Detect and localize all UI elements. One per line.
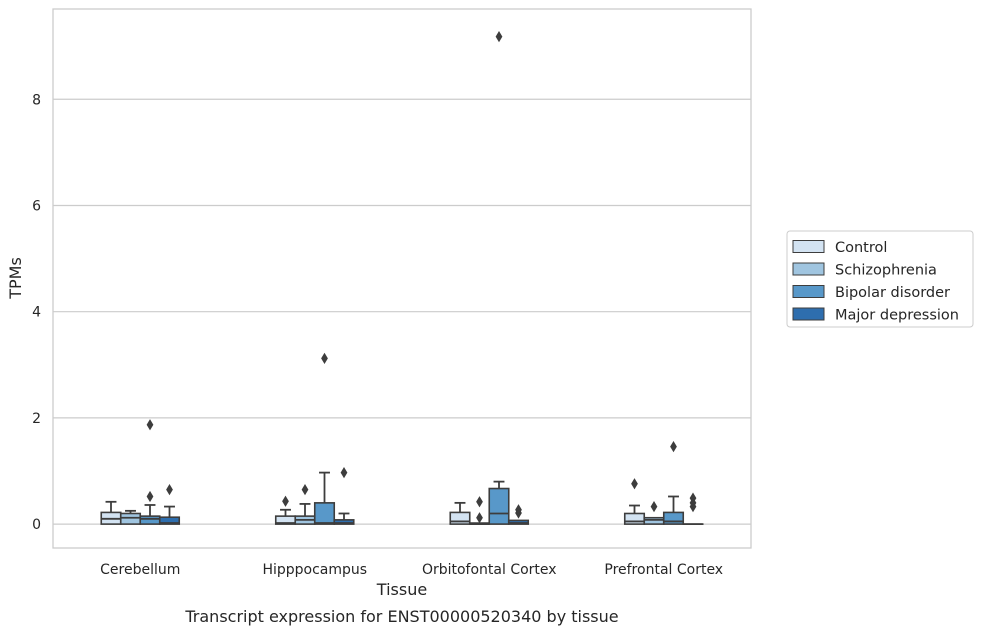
x-tick-label: Cerebellum: [100, 562, 180, 578]
box-bipolar-disorder: [488, 30, 510, 525]
legend-swatch: [792, 262, 825, 276]
outlier-point: [495, 30, 503, 43]
outlier-point: [166, 483, 173, 496]
y-tick-label: 6: [32, 198, 41, 214]
box-body: [158, 516, 181, 525]
y-tick-label: 8: [32, 92, 41, 108]
box-control: [274, 495, 297, 525]
legend-swatch: [792, 285, 825, 298]
box-body: [449, 511, 471, 525]
legend-swatch: [792, 240, 825, 253]
outlier-point: [670, 440, 677, 453]
outlier-point: [689, 497, 697, 509]
outlier-point: [631, 478, 638, 490]
box-body: [662, 511, 685, 525]
box-body: [139, 515, 161, 525]
y-tick-labels: 0 2 4 6 8: [32, 92, 41, 533]
outlier-point: [282, 495, 289, 507]
legend-label: Major depression: [835, 308, 959, 324]
x-tick-label: Prefrontal Cortex: [604, 562, 723, 578]
box-major-depression: [507, 504, 530, 525]
x-axis-title: Tissue: [376, 580, 427, 599]
box-control: [623, 478, 646, 525]
box-bipolar-disorder: [313, 352, 336, 525]
x-tick-label: Hipppocampus: [262, 562, 367, 578]
x-tick-labels: Cerebellum Hipppocampus Orbitofontal Corte…: [100, 562, 723, 578]
outlier-point: [476, 496, 483, 508]
box-layer: [100, 30, 704, 526]
box-schizophrenia: [643, 500, 665, 525]
y-tick-label: 2: [32, 411, 41, 427]
plot-frame: [52, 8, 752, 549]
box-bipolar-disorder: [662, 440, 685, 525]
box-schizophrenia: [119, 509, 142, 525]
box-body: [488, 487, 510, 525]
box-body: [623, 512, 646, 525]
legend-label: Control: [835, 240, 887, 256]
box-major-depression: [682, 492, 704, 526]
outlier-point: [515, 507, 522, 519]
outlier-point: [476, 512, 483, 524]
legend-frame: [786, 230, 974, 328]
box-body: [643, 516, 665, 525]
box-body: [313, 502, 336, 525]
legend: Control Schizophrenia Bipolar disorder Majo…: [786, 230, 974, 328]
outlier-point: [301, 483, 309, 496]
legend-label: Schizophrenia: [835, 263, 937, 279]
box-control: [100, 500, 122, 525]
y-tick-label: 4: [32, 305, 41, 321]
box-bipolar-disorder: [139, 419, 161, 525]
outlier-point: [146, 419, 154, 431]
legend-swatch: [792, 307, 825, 321]
box-major-depression: [158, 483, 181, 525]
outlier-point: [650, 500, 658, 513]
box-major-depression: [333, 466, 355, 525]
y-tick-label: 0: [32, 517, 41, 533]
box-schizophrenia: [294, 483, 316, 525]
box-body: [119, 512, 142, 525]
gridlines: [53, 98, 751, 525]
box-schizophrenia: [468, 496, 491, 526]
chart-caption: Transcript expression for ENST0000052034…: [184, 607, 618, 626]
legend-label: Bipolar disorder: [835, 285, 950, 301]
outlier-point: [146, 490, 154, 503]
box-control: [449, 501, 471, 525]
x-tick-label: Orbitofontal Cortex: [422, 562, 557, 578]
outlier-point: [321, 352, 328, 365]
outlier-point: [340, 466, 348, 479]
box-body: [333, 519, 355, 525]
y-axis-title: TPMs: [6, 257, 25, 300]
